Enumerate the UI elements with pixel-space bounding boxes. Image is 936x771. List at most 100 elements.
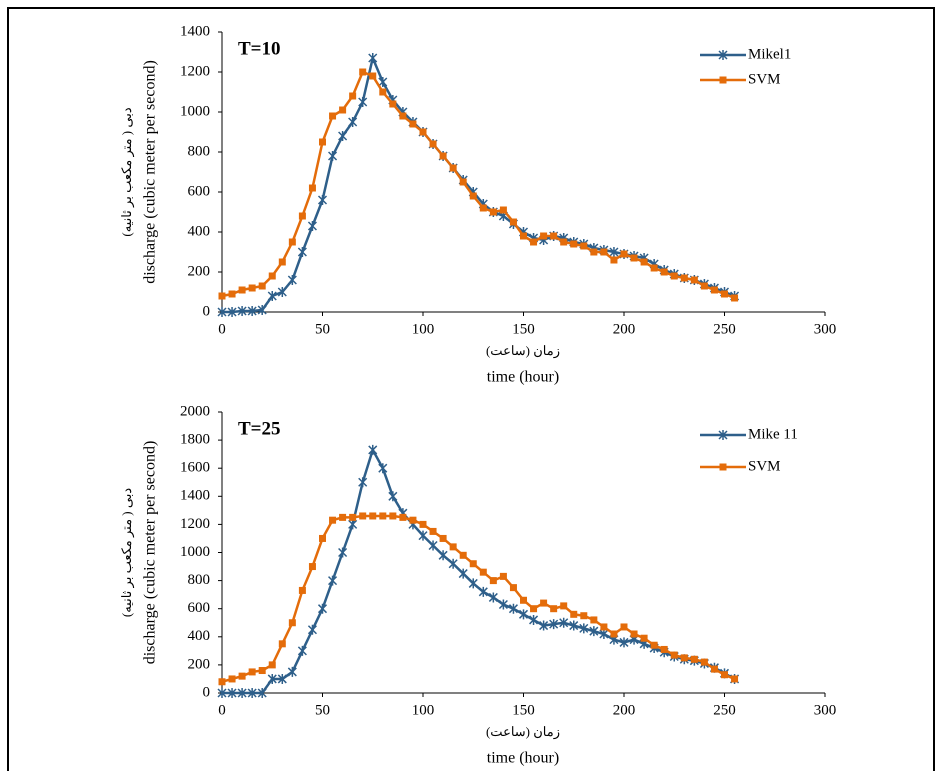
marker bbox=[469, 560, 477, 568]
marker bbox=[439, 534, 447, 542]
marker bbox=[218, 678, 226, 686]
marker bbox=[258, 282, 266, 290]
series-line bbox=[221, 70, 736, 300]
marker bbox=[317, 195, 328, 205]
x-tick-label: 0 bbox=[218, 702, 226, 718]
marker bbox=[247, 688, 257, 698]
marker bbox=[731, 675, 739, 683]
marker bbox=[721, 671, 728, 679]
marker bbox=[680, 654, 688, 662]
marker bbox=[540, 232, 548, 240]
marker bbox=[610, 256, 618, 264]
marker bbox=[358, 477, 368, 488]
marker bbox=[610, 630, 618, 638]
legend-marker bbox=[718, 430, 728, 440]
marker bbox=[369, 72, 377, 80]
marker bbox=[429, 527, 437, 535]
marker bbox=[710, 665, 718, 673]
marker bbox=[359, 512, 367, 520]
marker bbox=[389, 100, 397, 108]
legend-label: SVM bbox=[748, 71, 781, 87]
marker bbox=[328, 575, 338, 586]
marker bbox=[329, 112, 337, 120]
marker bbox=[248, 668, 256, 676]
marker bbox=[438, 550, 448, 561]
series-line bbox=[222, 446, 736, 695]
marker bbox=[348, 519, 358, 530]
x-tick-label: 200 bbox=[613, 321, 636, 337]
marker bbox=[267, 291, 277, 301]
marker bbox=[700, 658, 708, 666]
marker bbox=[349, 92, 357, 100]
y-tick-label: 1400 bbox=[180, 488, 210, 504]
marker bbox=[237, 306, 247, 316]
marker bbox=[419, 520, 427, 528]
y-tick-label: 800 bbox=[188, 572, 211, 588]
marker bbox=[589, 626, 599, 637]
legend-marker bbox=[719, 463, 727, 471]
marker bbox=[690, 655, 698, 663]
marker bbox=[580, 242, 588, 250]
marker bbox=[458, 568, 468, 579]
y-tick-label: 600 bbox=[188, 183, 211, 199]
marker bbox=[459, 551, 467, 559]
marker bbox=[277, 287, 287, 297]
marker bbox=[488, 592, 498, 603]
marker bbox=[468, 578, 478, 589]
y-tick-label: 1000 bbox=[180, 544, 210, 560]
legend-label: Mikel1 bbox=[748, 46, 791, 62]
x-tick-label: 100 bbox=[412, 702, 435, 718]
y-tick-label: 400 bbox=[188, 223, 211, 239]
marker bbox=[580, 612, 588, 620]
y-tick-label: 1200 bbox=[180, 63, 210, 79]
marker bbox=[338, 131, 348, 141]
marker bbox=[359, 68, 367, 76]
marker bbox=[257, 305, 267, 315]
x-tick-label: 50 bbox=[315, 321, 330, 337]
marker bbox=[278, 258, 286, 266]
marker bbox=[550, 605, 558, 613]
marker bbox=[469, 192, 477, 200]
marker bbox=[489, 577, 497, 585]
marker bbox=[448, 558, 458, 569]
x-tick-label: 50 bbox=[315, 702, 330, 718]
marker bbox=[640, 258, 648, 266]
marker bbox=[449, 543, 457, 551]
marker bbox=[731, 294, 739, 302]
marker bbox=[518, 609, 529, 620]
marker bbox=[368, 444, 378, 455]
marker bbox=[570, 610, 578, 618]
marker bbox=[228, 290, 236, 298]
marker bbox=[329, 516, 337, 524]
marker bbox=[308, 184, 316, 192]
y-tick-label: 600 bbox=[188, 600, 211, 616]
marker bbox=[539, 620, 549, 631]
legend-marker bbox=[718, 50, 728, 60]
marker bbox=[399, 513, 407, 521]
marker bbox=[227, 688, 237, 698]
marker bbox=[560, 238, 568, 246]
marker bbox=[288, 238, 296, 246]
marker bbox=[278, 640, 286, 648]
marker bbox=[378, 463, 388, 474]
marker bbox=[700, 282, 708, 290]
y-axis-label: discharge (cubic meter per second) bbox=[142, 441, 159, 665]
marker bbox=[409, 516, 417, 524]
marker bbox=[228, 675, 236, 683]
marker bbox=[358, 97, 368, 107]
marker bbox=[237, 688, 247, 698]
marker bbox=[338, 547, 348, 558]
y-tick-label: 0 bbox=[203, 303, 211, 319]
marker bbox=[349, 513, 357, 521]
marker bbox=[298, 212, 306, 220]
marker bbox=[498, 599, 508, 610]
y-axis-label-fa: دبی ( متر مکعب بر ثانیه) bbox=[119, 107, 135, 236]
marker bbox=[550, 232, 558, 240]
x-tick-label: 250 bbox=[713, 702, 736, 718]
marker bbox=[478, 586, 488, 597]
marker bbox=[630, 630, 638, 638]
marker bbox=[650, 264, 658, 272]
marker bbox=[388, 491, 398, 502]
y-tick-label: 1400 bbox=[180, 23, 210, 39]
